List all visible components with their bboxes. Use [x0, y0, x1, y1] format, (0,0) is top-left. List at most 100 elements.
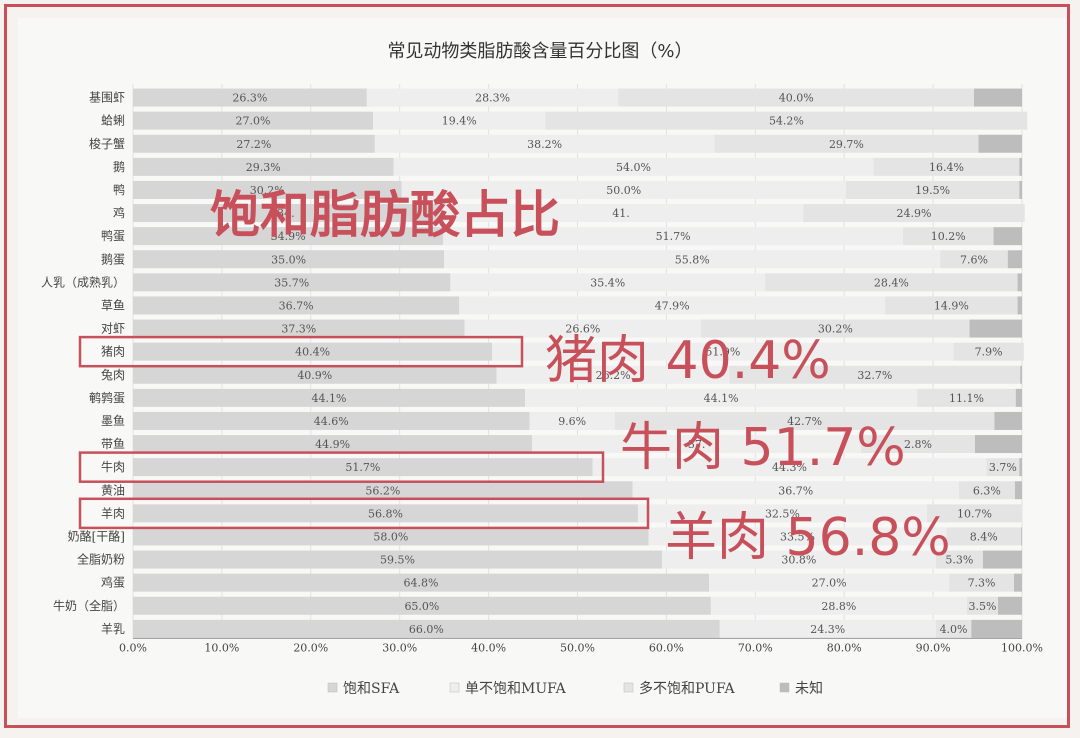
bar-蛤蜊-单不饱和MUFA	[373, 111, 546, 130]
bar-墨鱼-饱和SFA	[133, 411, 530, 430]
data-label: 28.4%	[874, 276, 909, 289]
bar-鹅蛋-未知	[1007, 250, 1022, 269]
bar-对虾-未知	[969, 319, 1022, 338]
category-label: 全脂奶粉	[77, 552, 125, 567]
bar-鹅-饱和SFA	[133, 157, 394, 176]
x-tick-label: 20.0%	[293, 641, 328, 654]
bar-鸭蛋-多不饱和PUFA	[902, 227, 994, 246]
highlight-box-猪肉	[78, 335, 524, 368]
x-tick-label: 30.0%	[382, 641, 417, 654]
data-label: 35.7%	[274, 276, 309, 289]
category-label: 鹅蛋	[101, 252, 125, 266]
bar-人乳（成熟乳）-单不饱和MUFA	[450, 273, 766, 292]
data-label: 40.9%	[297, 369, 332, 382]
data-label: 34.	[277, 207, 295, 220]
data-label: 8.4%	[970, 530, 998, 543]
data-label: 29.7%	[829, 138, 864, 151]
data-label: 27.2%	[236, 138, 271, 151]
legend-swatch	[327, 682, 338, 693]
bar-梭子蟹-单不饱和MUFA	[374, 134, 715, 153]
bar-鸭-多不饱和PUFA	[845, 180, 1020, 199]
data-label: 3.5%	[968, 600, 996, 613]
bar-鸭-单不饱和MUFA	[401, 180, 846, 199]
legend-swatch	[449, 682, 460, 693]
data-label: 9.6%	[558, 415, 586, 428]
bar-奶酪[干酪]-未知	[1021, 527, 1022, 546]
bar-鹅-单不饱和MUFA	[393, 157, 874, 176]
data-label: 64.8%	[404, 577, 439, 590]
x-tick-label: 10.0%	[204, 641, 239, 654]
bar-人乳（成熟乳）-多不饱和PUFA	[765, 273, 1018, 292]
data-label: 28.3%	[475, 92, 510, 105]
category-label: 草鱼	[101, 298, 125, 312]
x-tick-label: 90.0%	[916, 641, 951, 654]
data-label: 54.2%	[769, 115, 804, 128]
data-label: 50.0%	[606, 184, 641, 197]
bar-奶酪[干酪]-饱和SFA	[133, 527, 649, 546]
data-label: 42.7%	[787, 415, 822, 428]
bar-鹌鹑蛋-饱和SFA	[133, 388, 526, 407]
category-label: 鸭蛋	[101, 229, 125, 243]
bar-对虾-饱和SFA	[133, 319, 465, 338]
category-label: 带鱼	[101, 437, 125, 451]
bar-牛奶（全脂）-多不饱和PUFA	[966, 596, 998, 615]
data-label: 40.4%	[295, 346, 330, 359]
data-label: 34.9%	[271, 230, 306, 243]
bar-草鱼-多不饱和PUFA	[885, 296, 1018, 315]
bar-带鱼-单不饱和MUFA	[532, 435, 862, 454]
callout-牛肉: 牛肉 51.7%	[620, 418, 906, 478]
data-label: 19.5%	[915, 184, 950, 197]
bar-黄油-单不饱和MUFA	[632, 481, 959, 500]
bar-羊乳-单不饱和MUFA	[719, 619, 936, 638]
bar-梭子蟹-多不饱和PUFA	[714, 134, 979, 153]
category-label: 墨鱼	[101, 414, 125, 428]
data-label: 4.0%	[940, 623, 968, 636]
data-label: 59.5%	[380, 554, 415, 567]
data-label: 10.7%	[957, 507, 992, 520]
bar-墨鱼-多不饱和PUFA	[614, 411, 995, 430]
category-label: 牛奶（全脂）	[53, 598, 125, 613]
bar-猪肉-饱和SFA	[133, 342, 493, 361]
bar-墨鱼-未知	[994, 411, 1022, 430]
bar-全脂奶粉-饱和SFA	[133, 550, 662, 569]
legend: 饱和SFA 单不饱和MUFA 多不饱和PUFA 未知	[327, 680, 823, 697]
bar-蛤蜊-饱和SFA	[133, 111, 374, 130]
data-label: 54.0%	[616, 161, 651, 174]
bar-羊肉-单不饱和MUFA	[637, 504, 927, 523]
bar-鹌鹑蛋-单不饱和MUFA	[525, 388, 918, 407]
x-tick-label: 60.0%	[649, 641, 684, 654]
data-label: 51.7%	[656, 230, 691, 243]
bar-草鱼-饱和SFA	[133, 296, 460, 315]
category-label: 鸭	[113, 183, 125, 197]
data-label: 14.9%	[934, 299, 969, 312]
category-label: 基围虾	[89, 91, 125, 105]
bar-猪肉-单不饱和MUFA	[492, 342, 954, 361]
bar-梭子蟹-饱和SFA	[133, 134, 375, 153]
data-label: 38.2%	[527, 138, 562, 151]
x-tick-label: 40.0%	[471, 641, 506, 654]
legend-entry: 多不饱和PUFA	[639, 680, 735, 697]
bar-全脂奶粉-未知	[982, 550, 1022, 569]
data-label: 27.0%	[812, 577, 847, 590]
data-label: 26.2%	[596, 369, 631, 382]
data-label: 7.3%	[968, 577, 996, 590]
bar-牛肉-饱和SFA	[133, 458, 593, 477]
bar-兔肉-单不饱和MUFA	[496, 365, 730, 384]
bar-鸭-未知	[1019, 180, 1022, 199]
legend-entry: 未知	[795, 680, 823, 697]
bar-黄油-多不饱和PUFA	[958, 481, 1015, 500]
category-label: 奶酪[干酪]	[68, 528, 125, 543]
data-label: 36.7%	[279, 299, 314, 312]
bar-鹅-未知	[1019, 157, 1022, 176]
x-tick-label: 80.0%	[827, 641, 862, 654]
data-label: 44.3%	[772, 461, 807, 474]
category-label: 兔肉	[101, 367, 125, 382]
bar-全脂奶粉-单不饱和MUFA	[661, 550, 936, 569]
category-label: 鸡蛋	[101, 575, 125, 590]
bar-基围虾-饱和SFA	[133, 88, 367, 107]
bar-牛奶（全脂）-饱和SFA	[133, 596, 711, 615]
legend-swatch	[623, 682, 634, 693]
bar-鸡蛋-饱和SFA	[133, 573, 710, 592]
category-label: 对虾	[101, 322, 125, 336]
